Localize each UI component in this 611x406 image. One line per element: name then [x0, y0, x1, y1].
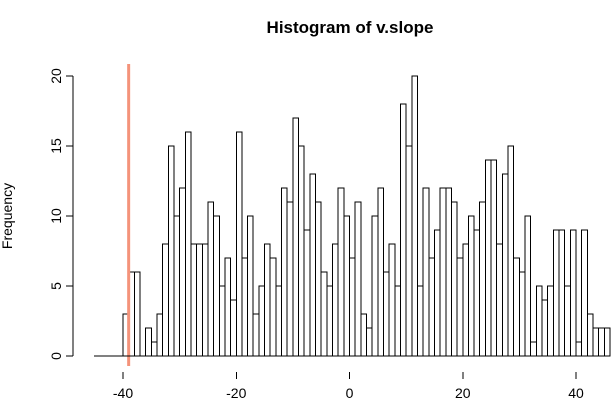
- y-axis-label: Frequency: [0, 183, 15, 249]
- histogram-bar: [133, 271, 141, 357]
- histogram-bar: [496, 243, 503, 357]
- histogram-bar: [581, 229, 588, 357]
- histogram-bar: [332, 243, 339, 357]
- histogram-bar: [592, 327, 600, 357]
- histogram-bar: [575, 341, 583, 357]
- histogram-bar: [275, 285, 283, 357]
- histogram-bar: [196, 243, 203, 357]
- histogram-bar: [190, 243, 198, 357]
- x-tick-label: 0: [346, 385, 354, 401]
- histogram-bar: [439, 187, 447, 357]
- histogram-bar: [552, 229, 560, 357]
- histogram-bar: [377, 187, 384, 357]
- histogram-bar: [201, 243, 209, 357]
- histogram-bar: [315, 201, 322, 357]
- y-tick-label: 20: [48, 68, 64, 84]
- histogram-bar: [309, 173, 317, 357]
- x-axis: -40 -20 0 20 40: [94, 355, 606, 401]
- y-tick-label: 0: [48, 352, 64, 360]
- histogram-bar: [343, 215, 350, 357]
- histogram-bar: [292, 117, 300, 357]
- histogram-bar: [535, 285, 543, 357]
- histogram-bar: [224, 257, 232, 357]
- x-tick-label: -20: [226, 385, 246, 401]
- histogram-bar: [365, 327, 373, 357]
- histogram-bar: [286, 201, 294, 357]
- histogram-bar: [264, 243, 271, 357]
- histogram-bar: [445, 187, 452, 357]
- histogram-bar: [360, 313, 367, 357]
- histogram-bars: [122, 75, 611, 357]
- histogram-bar: [167, 145, 175, 357]
- histogram-bar: [518, 271, 526, 357]
- y-tick-label: 10: [48, 208, 64, 224]
- histogram-bar: [303, 229, 311, 357]
- histogram-bar: [507, 145, 515, 357]
- histogram-bar: [501, 173, 509, 357]
- histogram-bar: [547, 285, 554, 357]
- histogram-bar: [479, 201, 486, 357]
- histogram-bar: [473, 229, 481, 357]
- histogram-bar: [484, 159, 492, 357]
- histogram-bar: [399, 103, 407, 357]
- histogram-bar: [218, 285, 226, 357]
- histogram-bar: [428, 257, 435, 357]
- histogram-bar: [184, 131, 192, 357]
- histogram-bar: [173, 215, 181, 357]
- histogram-bar: [558, 229, 566, 357]
- histogram-bar: [241, 257, 249, 357]
- histogram-bar: [156, 313, 164, 357]
- histogram-bar: [467, 215, 475, 357]
- histogram-bar: [541, 299, 549, 357]
- histogram-bar: [513, 257, 520, 357]
- histogram-bar: [230, 299, 237, 357]
- x-tick-label: 20: [455, 385, 471, 401]
- x-tick-label: 40: [568, 385, 584, 401]
- y-axis: 0 5 10 15 20: [48, 68, 74, 360]
- histogram-bar: [145, 327, 152, 357]
- histogram-bar: [524, 215, 532, 357]
- y-tick-label: 15: [48, 138, 64, 154]
- histogram-bar: [382, 271, 390, 357]
- histogram-bar: [388, 243, 396, 357]
- histogram-bar: [252, 313, 260, 357]
- histogram-bar: [213, 215, 220, 357]
- histogram-bar: [564, 285, 571, 357]
- histogram-bar: [337, 187, 345, 357]
- histogram-bar: [258, 285, 266, 357]
- histogram-bar: [462, 243, 469, 357]
- histogram-bar: [569, 229, 577, 357]
- histogram-bar: [162, 243, 169, 357]
- histogram-bar: [326, 285, 334, 357]
- histogram-bar: [422, 187, 430, 357]
- histogram-bar: [411, 75, 418, 357]
- histogram-bar: [530, 341, 537, 357]
- histogram-bar: [349, 257, 356, 357]
- histogram-bar: [269, 257, 277, 357]
- histogram-bar: [281, 187, 288, 357]
- histogram-bar: [298, 145, 305, 357]
- histogram-bar: [490, 159, 498, 357]
- histogram-bar: [207, 201, 215, 357]
- histogram-bar: [354, 201, 362, 357]
- histogram-bar: [586, 313, 594, 357]
- histogram-bar: [598, 327, 605, 357]
- histogram-bar: [235, 131, 243, 357]
- histogram-bar: [456, 257, 464, 357]
- histogram-bar: [179, 187, 186, 357]
- histogram-bar: [371, 215, 379, 357]
- x-tick-label: -40: [113, 385, 133, 401]
- histogram-bar: [450, 201, 458, 357]
- histogram-bar: [150, 341, 158, 357]
- histogram-bar: [394, 285, 401, 357]
- histogram-bar: [405, 145, 413, 357]
- histogram-bar: [603, 327, 611, 357]
- histogram-bar: [433, 229, 441, 357]
- y-tick-label: 5: [48, 282, 64, 290]
- histogram-bar: [247, 215, 254, 357]
- histogram-bar: [416, 285, 424, 357]
- histogram-bar: [320, 271, 328, 357]
- chart-title: Histogram of v.slope: [267, 18, 434, 37]
